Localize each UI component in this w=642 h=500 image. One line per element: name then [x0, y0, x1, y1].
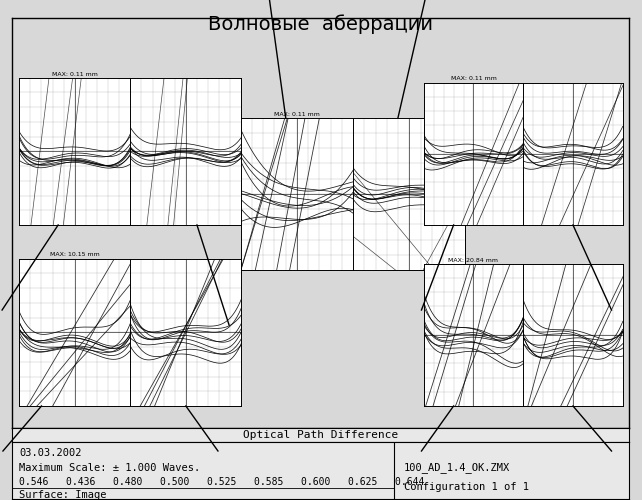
- Text: 03.03.2002: 03.03.2002: [19, 448, 82, 458]
- Text: MAX: 20.84 mm: MAX: 20.84 mm: [449, 258, 498, 262]
- Text: Surface: Image: Surface: Image: [19, 490, 107, 500]
- Text: MAX: 0.11 mm: MAX: 0.11 mm: [451, 76, 496, 82]
- Text: 0.546   0.436   0.480   0.500   0.525   0.585   0.600   0.625   0.644: 0.546 0.436 0.480 0.500 0.525 0.585 0.60…: [19, 477, 424, 487]
- Text: MAX: 0.11 mm: MAX: 0.11 mm: [52, 72, 98, 76]
- Text: Optical Path Difference: Optical Path Difference: [243, 430, 398, 440]
- Text: Maximum Scale: ± 1.000 Waves.: Maximum Scale: ± 1.000 Waves.: [19, 464, 200, 473]
- Text: 100_AD_1.4_OK.ZMX: 100_AD_1.4_OK.ZMX: [404, 462, 510, 472]
- Text: Волновые  аберрации: Волновые аберрации: [209, 14, 433, 34]
- Text: Configuration 1 of 1: Configuration 1 of 1: [404, 482, 529, 492]
- Text: MAX: 10.15 mm: MAX: 10.15 mm: [50, 252, 100, 258]
- Text: MAX: 0.11 mm: MAX: 0.11 mm: [274, 112, 320, 116]
